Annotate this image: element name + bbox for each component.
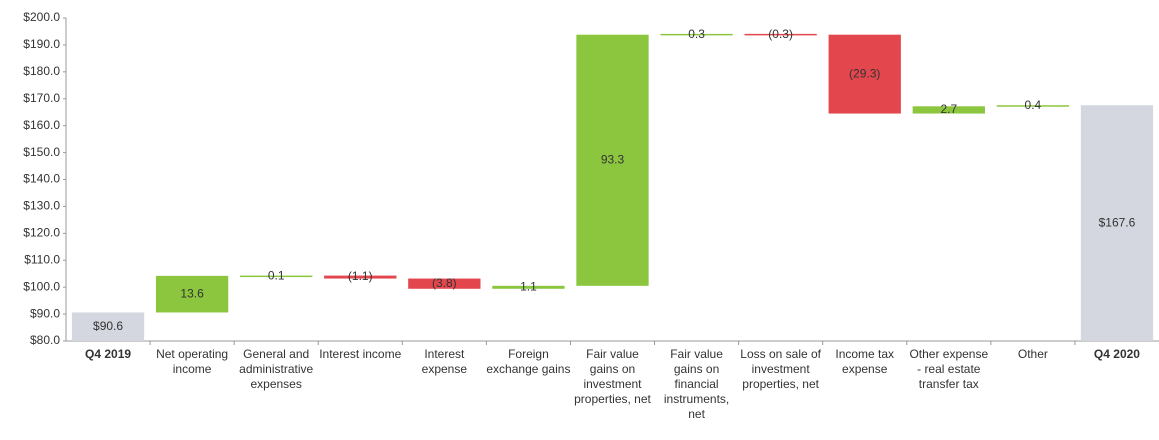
bar [324,275,397,279]
x-tick-label: General and administrative expenses [239,347,314,391]
x-tick-label: Loss on sale of investment properties, n… [740,347,821,391]
y-tick-label: $110.0 [24,252,60,266]
bar [155,275,229,313]
y-tick-label: $140.0 [23,172,60,186]
data-label: 93.3 [601,152,625,166]
data-label: (1.1) [348,269,373,283]
x-tick-label: Q4 2020 [1093,347,1140,361]
data-label: $90.6 [93,319,123,333]
y-tick-label: $190.0 [23,37,60,51]
data-label: 0.3 [688,27,705,41]
x-tick-label: Other expense - real estate transfer tax [909,347,989,391]
x-tick-label: Fair value gains on financial instrument… [663,347,730,421]
bar [912,106,985,114]
bar [660,33,733,36]
y-tick-label: $100.0 [23,279,60,293]
x-tick-label: Net operating income [156,347,229,376]
data-label: 2.7 [940,102,957,116]
x-tick-label: Interest income [319,347,402,361]
data-label: 13.6 [180,286,204,300]
bar [828,34,901,114]
x-tick-label: Foreign exchange gains [486,347,571,376]
data-label: (3.8) [432,276,457,290]
y-tick-label: $180.0 [23,64,60,78]
bar [240,275,313,278]
y-tick-label: $160.0 [23,118,60,132]
y-tick-label: $120.0 [23,226,60,240]
data-label: (29.3) [849,66,880,80]
data-label: 0.1 [268,269,285,283]
data-label: 1.1 [520,279,537,293]
x-tick-label: Interest expense [421,347,468,376]
y-tick-label: $150.0 [23,145,60,159]
bar [744,33,817,36]
bar [996,105,1070,107]
bar [492,285,565,289]
bar [1080,105,1154,342]
x-tick-label: Other [1017,347,1048,361]
bar [408,278,481,289]
x-tick-label: Income tax expense [835,347,895,376]
data-label: 0.4 [1025,98,1042,112]
y-tick-label: $90.0 [30,306,60,320]
x-tick-label: Fair value gains on investment propertie… [574,347,651,406]
x-tick-label: Q4 2019 [85,347,132,361]
y-tick-label: $130.0 [23,199,60,213]
data-label: (0.3) [768,27,793,41]
data-label: $167.6 [1099,215,1136,229]
y-tick-label: $170.0 [23,91,60,105]
y-tick-label: $200.0 [23,10,60,24]
bar [71,312,145,341]
y-tick-label: $80.0 [30,333,60,347]
bar [576,34,649,286]
